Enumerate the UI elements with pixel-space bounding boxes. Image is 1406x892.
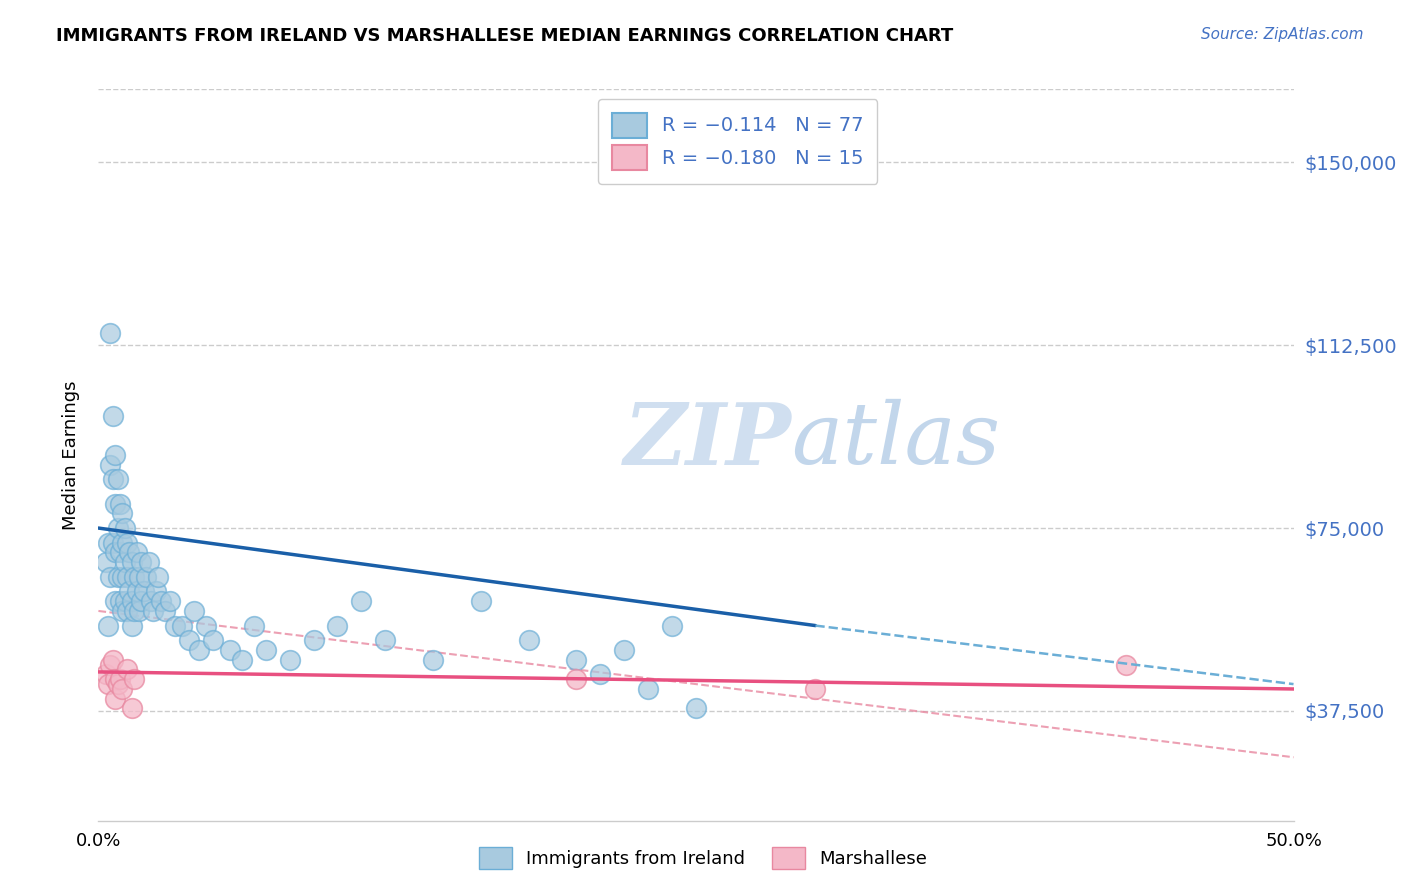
Point [115,604,138,618]
Point [278,653,301,667]
Point [124,672,146,686]
Point [115,663,138,677]
Point [231,653,253,667]
Point [104,448,127,462]
Point [149,594,172,608]
Point [326,618,349,632]
Point [254,643,277,657]
Point [138,555,160,569]
Legend: Immigrants from Ireland, Marshallese: Immigrants from Ireland, Marshallese [470,838,936,879]
Point [97,618,120,632]
Point [132,584,155,599]
Point [661,618,683,632]
Point [114,594,136,608]
Point [104,672,127,686]
Point [125,545,148,559]
Point [589,667,612,681]
Text: Source: ZipAtlas.com: Source: ZipAtlas.com [1201,27,1364,42]
Point [128,570,150,584]
Point [124,604,146,618]
Point [118,545,141,559]
Point [121,594,143,608]
Point [101,535,124,549]
Point [108,594,131,608]
Text: ZIP: ZIP [624,399,792,482]
Point [97,677,120,691]
Point [97,535,120,549]
Point [131,594,153,608]
Point [111,507,134,521]
Point [107,472,129,486]
Point [142,604,165,618]
Point [517,633,540,648]
Point [121,555,143,569]
Point [470,594,492,608]
Point [202,633,225,648]
Point [219,643,242,657]
Point [124,570,146,584]
Point [101,472,124,486]
Point [302,633,325,648]
Text: atlas: atlas [792,399,1001,482]
Point [114,555,136,569]
Text: IMMIGRANTS FROM IRELAND VS MARSHALLESE MEDIAN EARNINGS CORRELATION CHART: IMMIGRANTS FROM IRELAND VS MARSHALLESE M… [56,27,953,45]
Point [107,677,129,691]
Point [98,326,122,340]
Point [104,594,127,608]
Point [128,604,150,618]
Point [183,604,205,618]
Point [148,570,170,584]
Point [111,570,134,584]
Point [107,521,129,535]
Point [159,594,181,608]
Point [1115,657,1137,672]
Point [565,672,588,686]
Point [637,681,659,696]
Point [108,545,131,559]
Point [111,604,134,618]
Point [350,594,373,608]
Point [94,555,117,569]
Legend: R = −0.114   N = 77, R = −0.180   N = 15: R = −0.114 N = 77, R = −0.180 N = 15 [598,99,877,184]
Point [94,667,117,681]
Point [101,653,124,667]
Point [135,570,157,584]
Point [118,584,141,599]
Point [172,618,194,632]
Point [107,570,129,584]
Point [98,657,122,672]
Point [111,681,134,696]
Point [98,570,122,584]
Point [565,653,588,667]
Point [114,521,136,535]
Point [685,701,707,715]
Point [145,584,167,599]
Y-axis label: Median Earnings: Median Earnings [62,380,80,530]
Point [139,594,162,608]
Point [422,653,444,667]
Point [121,701,143,715]
Point [115,570,138,584]
Point [108,497,131,511]
Point [104,497,127,511]
Point [101,409,124,423]
Point [195,618,218,632]
Point [804,681,827,696]
Point [108,672,131,686]
Point [131,555,153,569]
Point [155,604,177,618]
Point [187,643,209,657]
Point [163,618,186,632]
Point [613,643,636,657]
Point [121,618,143,632]
Point [374,633,396,648]
Point [179,633,201,648]
Point [125,584,148,599]
Point [115,535,138,549]
Point [243,618,266,632]
Point [104,691,127,706]
Point [98,458,122,472]
Point [104,545,127,559]
Point [111,535,134,549]
